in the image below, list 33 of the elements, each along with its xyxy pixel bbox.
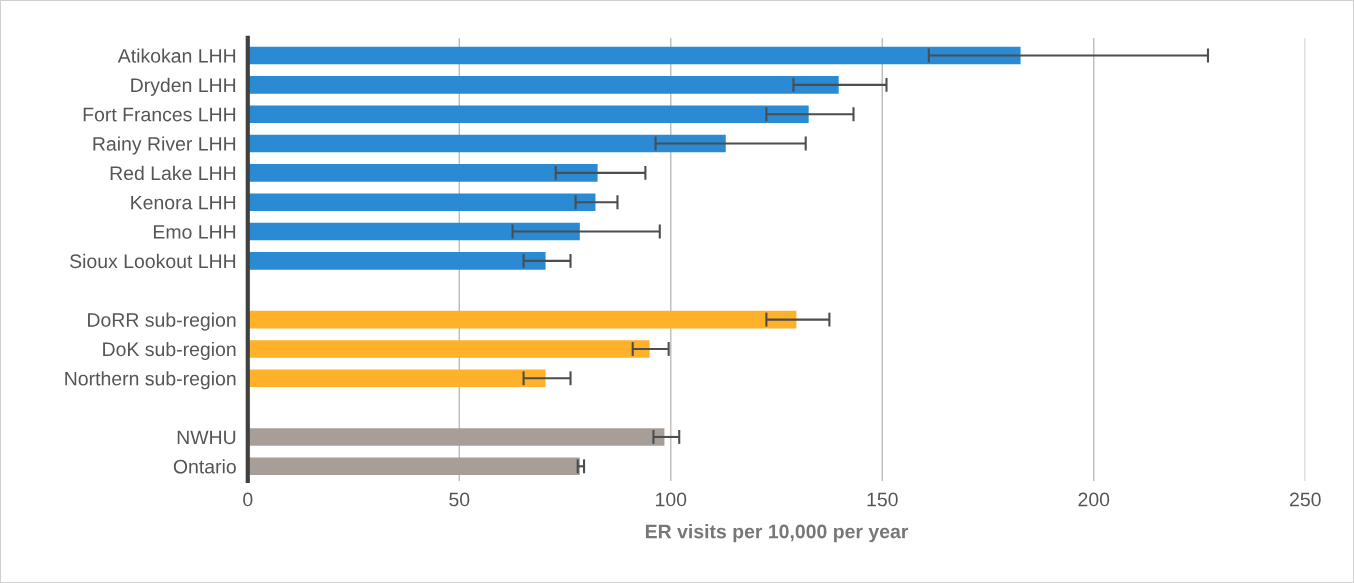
bar [247, 457, 580, 476]
y-tick-label: Dryden LHH [131, 77, 236, 96]
y-tick-label: Red Lake LHH [110, 165, 236, 181]
bar [247, 105, 809, 123]
y-tick-label: Kenora LHH [131, 195, 236, 210]
bar [247, 46, 1021, 65]
y-tick-label: Atikokan LHH [117, 48, 236, 63]
x-axis-title: ER visits per 10,000 per year [645, 524, 909, 543]
bar [247, 222, 580, 241]
y-tick-label: Ontario [173, 459, 236, 474]
bar [247, 134, 726, 153]
bar [247, 428, 665, 446]
y-tick-label: NWHU [177, 430, 236, 445]
x-tick-label: 50 [449, 492, 470, 507]
y-tick-label: Sioux Lookout LHH [70, 253, 236, 269]
x-tick-label: 200 [1078, 492, 1110, 507]
bar [247, 369, 546, 388]
bar [247, 310, 797, 329]
bar [247, 193, 596, 212]
bar [247, 340, 650, 358]
y-tick-label: Emo LHH [153, 225, 236, 239]
y-tick-label: DoRR sub-region [88, 312, 236, 331]
y-tick-label: DoK sub-region [103, 341, 236, 361]
bar [247, 76, 839, 94]
y-tick-label: Rainy River LHH [93, 136, 236, 155]
x-tick-label: 0 [243, 492, 253, 507]
y-tick-label: Northern sub-region [65, 371, 236, 390]
x-tick-label: 150 [867, 492, 898, 507]
bar [247, 252, 546, 270]
x-tick-label: 100 [656, 492, 687, 507]
y-tick-label: Fort Frances LHH [83, 107, 236, 122]
x-tick-label: 250 [1290, 492, 1321, 507]
bar [247, 164, 598, 182]
